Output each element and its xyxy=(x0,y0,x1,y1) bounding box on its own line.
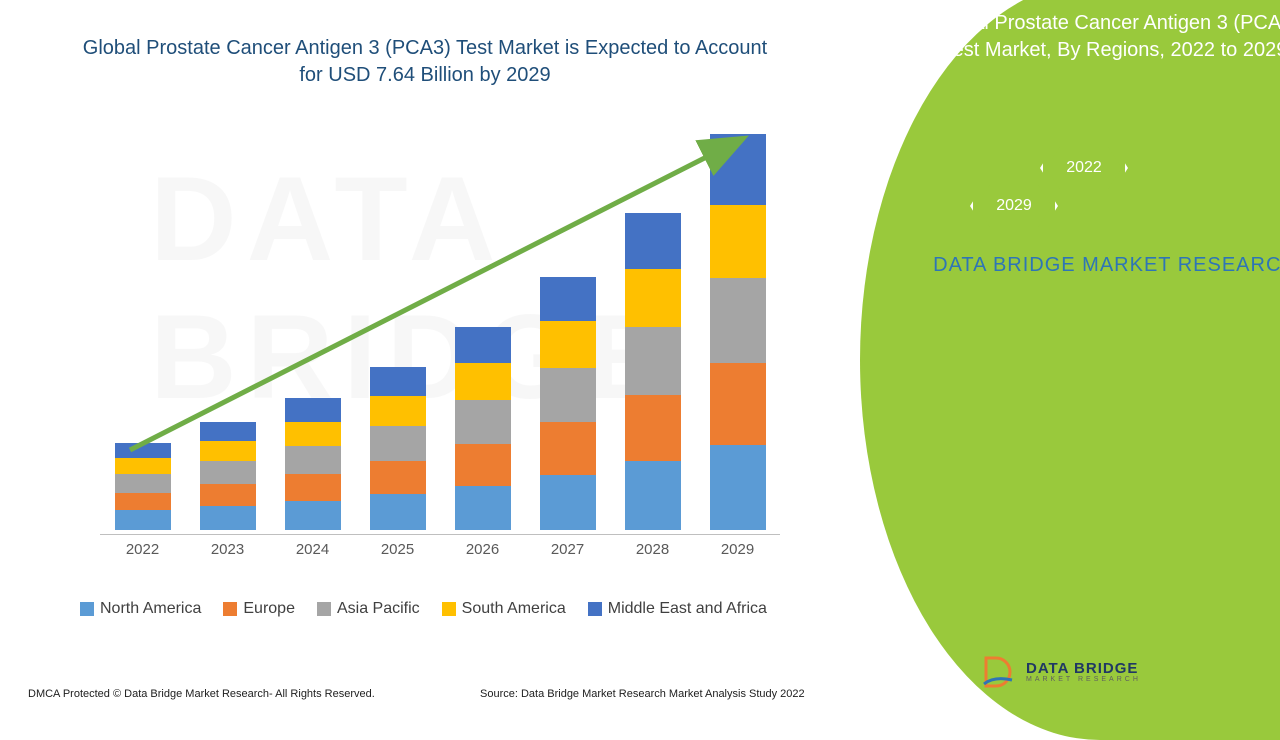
bar-segment xyxy=(710,445,766,530)
legend-item: Europe xyxy=(223,600,295,618)
bar-stack xyxy=(370,367,426,530)
bar-segment xyxy=(115,493,171,511)
bar-segment xyxy=(370,367,426,395)
bar-stack xyxy=(285,398,341,530)
legend-label: Europe xyxy=(243,600,295,618)
bar-segment xyxy=(370,426,426,461)
bar-segment xyxy=(200,461,256,484)
x-axis-labels: 2022 2023 2024 2025 2026 2027 2028 2029 xyxy=(100,534,780,560)
bar-segment xyxy=(540,475,596,530)
chart-title: Global Prostate Cancer Antigen 3 (PCA3) … xyxy=(0,0,850,99)
bar-segment xyxy=(540,368,596,422)
brand-text: DATA BRIDGE MARKET RESEARCH xyxy=(930,250,1280,280)
legend-item: Middle East and Africa xyxy=(588,600,767,618)
hex-label-2029: 2029 xyxy=(996,197,1032,215)
bar-segment xyxy=(455,486,511,530)
logo-line1: DATA BRIDGE xyxy=(1026,661,1141,676)
bar-segment xyxy=(285,422,341,446)
bar-stack xyxy=(455,327,511,530)
hex-label-2022: 2022 xyxy=(1066,159,1102,177)
bar-segment xyxy=(625,269,681,328)
bar-segment xyxy=(115,443,171,458)
bar-segment xyxy=(370,396,426,426)
bar-segment xyxy=(710,363,766,445)
footer-source: Source: Data Bridge Market Research Mark… xyxy=(480,688,805,700)
bar-segment xyxy=(115,510,171,530)
logo-text: DATA BRIDGE MARKET RESEARCH xyxy=(1026,661,1141,683)
legend-item: Asia Pacific xyxy=(317,600,420,618)
bar-stack xyxy=(115,443,171,530)
bar-segment xyxy=(455,400,511,444)
bar-segment xyxy=(710,205,766,279)
logo-mark-icon xyxy=(980,654,1016,690)
bar-segment xyxy=(285,474,341,501)
legend-item: North America xyxy=(80,600,201,618)
bar-segment xyxy=(625,327,681,395)
bar-segment xyxy=(710,278,766,362)
bar-segment xyxy=(285,501,341,530)
chart-legend: North America Europe Asia Pacific South Ame… xyxy=(80,600,820,618)
bar-segment xyxy=(540,422,596,474)
legend-item: South America xyxy=(442,600,566,618)
x-axis-label: 2028 xyxy=(625,535,681,560)
bar-segment xyxy=(115,474,171,493)
legend-swatch-icon xyxy=(588,602,602,616)
bar-segment xyxy=(370,494,426,530)
bar-segment xyxy=(200,484,256,506)
side-panel: Global Prostate Cancer Antigen 3 (PCA3) … xyxy=(860,0,1280,740)
side-title: Global Prostate Cancer Antigen 3 (PCA3) … xyxy=(920,10,1280,64)
bar-segment xyxy=(200,422,256,441)
bar-stack xyxy=(540,277,596,530)
legend-swatch-icon xyxy=(223,602,237,616)
legend-swatch-icon xyxy=(80,602,94,616)
x-axis-label: 2023 xyxy=(200,535,256,560)
bar-segment xyxy=(455,327,511,363)
bar-segment xyxy=(625,395,681,461)
bar-segment xyxy=(285,446,341,474)
footer-copyright: DMCA Protected © Data Bridge Market Rese… xyxy=(28,688,375,700)
bar-segment xyxy=(540,321,596,368)
bar-segment xyxy=(625,213,681,269)
bar-segment xyxy=(115,458,171,474)
legend-swatch-icon xyxy=(442,602,456,616)
brand-logo: DATA BRIDGE MARKET RESEARCH xyxy=(980,654,1141,690)
bar-segment xyxy=(455,363,511,400)
legend-label: Asia Pacific xyxy=(337,600,420,618)
bars-container xyxy=(100,130,780,530)
bar-stack xyxy=(200,422,256,530)
legend-label: Middle East and Africa xyxy=(608,600,767,618)
chart-panel: DATA BRIDGE Global Prostate Cancer Antig… xyxy=(0,0,850,720)
x-axis-label: 2029 xyxy=(710,535,766,560)
x-axis-label: 2026 xyxy=(455,535,511,560)
bar-segment xyxy=(370,461,426,495)
bar-segment xyxy=(710,134,766,204)
legend-label: North America xyxy=(100,600,201,618)
legend-swatch-icon xyxy=(317,602,331,616)
x-axis-label: 2025 xyxy=(370,535,426,560)
bar-segment xyxy=(200,441,256,461)
legend-label: South America xyxy=(462,600,566,618)
bar-stack xyxy=(710,134,766,530)
bar-segment xyxy=(285,398,341,421)
x-axis-label: 2022 xyxy=(115,535,171,560)
hex-group: 2029 2022 xyxy=(970,130,1150,260)
bar-segment xyxy=(455,444,511,486)
bar-segment xyxy=(625,461,681,530)
logo-line2: MARKET RESEARCH xyxy=(1026,676,1141,683)
bar-segment xyxy=(200,506,256,530)
bar-stack xyxy=(625,213,681,530)
x-axis-label: 2024 xyxy=(285,535,341,560)
x-axis-label: 2027 xyxy=(540,535,596,560)
bar-segment xyxy=(540,277,596,321)
chart-plot-area: 2022 2023 2024 2025 2026 2027 2028 2029 xyxy=(100,130,780,560)
